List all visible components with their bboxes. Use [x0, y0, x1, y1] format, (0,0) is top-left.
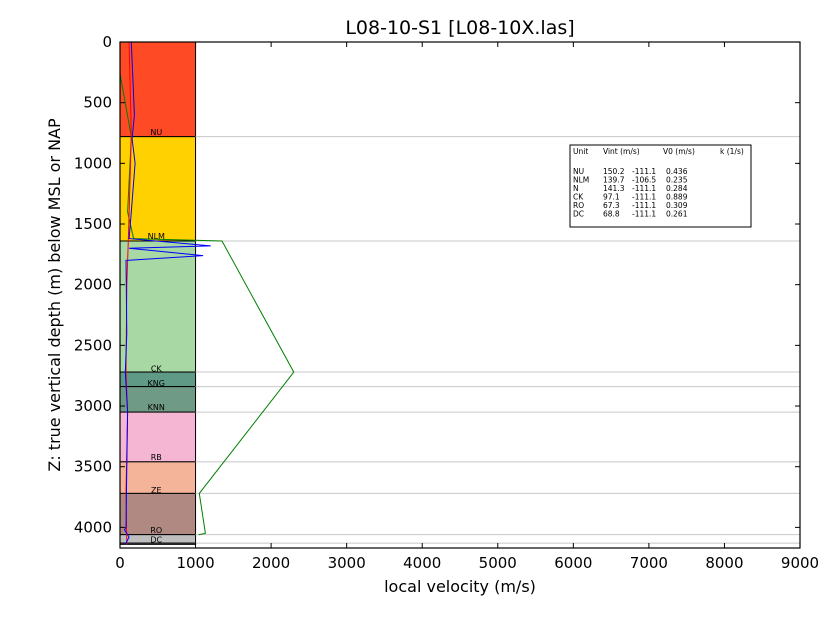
legend-cell-1-3: 0.235 — [666, 176, 688, 185]
x-tick-label-1: 1000 — [176, 554, 214, 572]
unit-label-CK: CK — [151, 364, 163, 373]
legend-cell-2-2: -111.1 — [632, 184, 656, 193]
unit-label-KNG: KNG — [148, 379, 165, 388]
legend-header-2: V0 (m/s) — [663, 147, 695, 156]
legend-cell-1-1: 139.7 — [603, 176, 625, 185]
legend-header-0: Unit — [573, 147, 588, 156]
legend-cell-5-2: -111.1 — [632, 210, 656, 219]
y-axis-label: Z: true vertical depth (m) below MSL or … — [45, 118, 64, 472]
legend-cell-2-3: 0.284 — [666, 184, 688, 193]
series-line-0 — [119, 73, 295, 536]
x-tick-label-2: 2000 — [252, 554, 290, 572]
legend-frame — [569, 144, 752, 228]
legend-cell-1-2: -106.5 — [632, 176, 656, 185]
x-tick-label-8: 8000 — [705, 554, 743, 572]
legend-cell-0-0: NU — [573, 167, 584, 176]
x-tick-label-4: 4000 — [403, 554, 441, 572]
unit-label-NLM: NLM — [148, 232, 165, 241]
legend-cell-3-0: CK — [573, 193, 584, 202]
unit-label-NU: NU — [150, 128, 162, 137]
x-tick-label-3: 3000 — [328, 554, 366, 572]
x-tick-label-5: 5000 — [479, 554, 517, 572]
unit-label-RO: RO — [150, 526, 162, 535]
plot-frame — [119, 41, 801, 549]
legend-cell-3-1: 97.1 — [603, 193, 620, 202]
y-tick-label-6: 3000 — [74, 397, 112, 415]
legend-cell-5-0: DC — [573, 210, 584, 219]
legend-cell-4-0: RO — [573, 201, 584, 210]
y-tick-label-0: 0 — [102, 33, 112, 51]
unit-box-2 — [119, 240, 197, 373]
x-tick-label-6: 6000 — [554, 554, 592, 572]
legend-cell-2-0: N — [573, 184, 579, 193]
y-tick-label-4: 2000 — [74, 276, 112, 294]
legend-cell-0-2: -111.1 — [632, 167, 656, 176]
legend-cell-3-2: -111.1 — [632, 193, 656, 202]
unit-label-KNN: KNN — [148, 403, 165, 412]
unit-box-0 — [119, 41, 197, 138]
unit-label-ZE: ZE — [151, 486, 162, 495]
legend-cell-1-0: NLM — [573, 176, 589, 185]
x-tick-label-0: 0 — [115, 554, 125, 572]
y-tick-label-5: 2500 — [74, 336, 112, 354]
series-lines — [119, 41, 295, 545]
series-line-2 — [123, 41, 211, 545]
unit-box-7 — [119, 492, 197, 536]
unit-box-1 — [119, 136, 197, 242]
legend-cell-5-3: 0.261 — [666, 210, 688, 219]
legend-cell-3-3: 0.889 — [666, 193, 688, 202]
legend-cell-4-3: 0.309 — [666, 201, 688, 210]
legend-cell-5-1: 68.8 — [603, 210, 620, 219]
legend-cell-0-3: 0.436 — [666, 167, 688, 176]
legend-cell-0-1: 150.2 — [603, 167, 625, 176]
y-tick-label-1: 500 — [83, 94, 112, 112]
legend-cell-4-1: 67.3 — [603, 201, 620, 210]
chart-title: L08-10-S1 [L08-10X.las] — [345, 17, 574, 39]
y-tick-label-8: 4000 — [74, 518, 112, 536]
y-tick-label-2: 1000 — [74, 154, 112, 172]
y-axis-ticks: 0 500 1000 1500 2000 2500 3000 3500 4000 — [74, 33, 800, 536]
x-axis-ticks: 0 1000 2000 3000 4000 5000 6000 7000 8000 9000 — [115, 42, 819, 572]
legend-header-1: Vint (m/s) — [603, 147, 640, 156]
x-tick-label-7: 7000 — [630, 554, 668, 572]
x-tick-label-9: 9000 — [781, 554, 819, 572]
legend-header-3: k (1/s) — [720, 147, 744, 156]
y-tick-label-3: 1500 — [74, 215, 112, 233]
unit-label-DC: DC — [150, 536, 162, 545]
legend-cell-4-2: -111.1 — [632, 201, 656, 210]
legend-table: Unit Vint (m/s) V0 (m/s) k (1/s) NU 150.2 -111… — [569, 144, 752, 228]
y-tick-label-7: 3500 — [74, 458, 112, 476]
unit-label-RB: RB — [151, 453, 162, 462]
legend-cell-2-1: 141.3 — [603, 184, 625, 193]
x-axis-label: local velocity (m/s) — [384, 577, 536, 596]
